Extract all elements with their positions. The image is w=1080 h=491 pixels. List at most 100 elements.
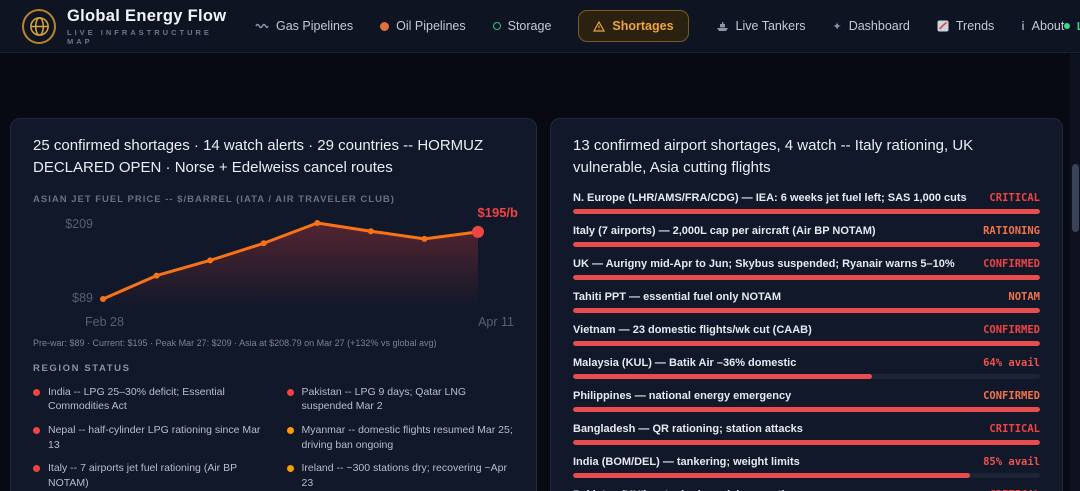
left-panel-headline: 25 confirmed shortages · 14 watch alerts… (33, 137, 484, 176)
shortage-status-badge: CRITICAL (989, 191, 1040, 204)
nav-item-live-tankers[interactable]: Live Tankers (716, 19, 805, 33)
region-status-item: Italy -- 7 airports jet fuel rationing (… (33, 461, 261, 490)
availability-bar-fill (573, 208, 1040, 214)
nav-item-shortages[interactable]: Shortages (578, 10, 689, 42)
shortage-row-label: UK — Aurigny mid-Apr to Jun; Skybus susp… (573, 257, 955, 270)
region-status-text: Ireland -- ~300 stations dry; recovering… (301, 462, 507, 489)
region-status-text: Italy -- 7 airports jet fuel rationing (… (48, 462, 237, 489)
live-status-indicator: LIVE (1064, 20, 1080, 33)
data-point-dot (314, 219, 321, 226)
availability-bar-fill (573, 439, 1040, 445)
availability-bar (573, 340, 1040, 346)
shortage-row: Italy (7 airports) — 2,000L cap per airc… (573, 225, 1040, 247)
critical-dot-icon (33, 465, 40, 473)
availability-bar (573, 208, 1040, 214)
y-min-label: $89 (72, 290, 93, 305)
region-status-text: Pakistan -- LPG 9 days; Qatar LNG suspen… (301, 385, 467, 413)
availability-bar-fill (573, 274, 1040, 280)
data-point-dot (100, 295, 106, 302)
availability-bar (573, 307, 1040, 313)
nav-item-dashboard[interactable]: ✦ Dashboard (832, 19, 910, 33)
chart-title: ASIAN JET FUEL PRICE -- $/BARREL (IATA /… (33, 193, 395, 205)
shortage-row-label: Malaysia (KUL) — Batik Air –36% domestic (573, 356, 797, 369)
availability-bar-fill (573, 472, 970, 478)
region-status-item: Myanmar -- domestic flights resumed Mar … (286, 423, 515, 452)
shortage-row: India (BOM/DEL) — tankering; weight limi… (573, 456, 1040, 478)
region-status-text: India -- LPG 25–30% deficit; Essential C… (48, 385, 225, 413)
shortage-row: N. Europe (LHR/AMS/FRA/CDG) — IEA: 6 wee… (573, 192, 1040, 214)
nav-item-oil-pipelines[interactable]: Oil Pipelines (380, 19, 466, 33)
scrollbar-track[interactable] (1070, 54, 1080, 491)
data-point-dot (367, 227, 374, 234)
airport-shortages-panel: 13 confirmed airport shortages, 4 watch … (550, 118, 1063, 491)
data-point-dot (421, 235, 428, 242)
region-status-list: India -- LPG 25–30% deficit; Essential C… (33, 385, 514, 491)
region-status-text: Nepal -- half-cylinder LPG rationing sin… (48, 423, 261, 451)
shortage-row: Vietnam — 23 domestic flights/wk cut (CA… (573, 324, 1040, 346)
chart-canvas (100, 219, 484, 308)
oil-dot-icon (380, 21, 390, 31)
brand: Global Energy Flow LIVE INFRASTRUCTURE M… (22, 7, 237, 46)
availability-bar (573, 472, 1040, 478)
shortage-status-badge: CRITICAL (989, 422, 1040, 435)
shortage-row-label: Vietnam — 23 domestic flights/wk cut (CA… (573, 323, 812, 336)
right-panel-headline: 13 confirmed airport shortages, 4 watch … (573, 137, 974, 176)
shortage-row-label: Italy (7 airports) — 2,000L cap per airc… (573, 224, 876, 237)
nav-menu: Gas Pipelines Oil Pipelines Storage Shor… (255, 10, 1064, 42)
watch-dot-icon (286, 465, 294, 473)
info-icon: i (1021, 19, 1025, 33)
availability-bar-fill (573, 373, 872, 379)
data-point-dot (260, 239, 267, 246)
jet-fuel-price-chart: $209 $89 $195/b (33, 205, 518, 313)
shortage-row-label: Tahiti PPT — essential fuel only NOTAM (573, 290, 782, 303)
shortage-row-label: Philippines — national energy emergency (573, 389, 792, 402)
availability-bar (573, 406, 1040, 412)
availability-bar-fill (573, 340, 1040, 346)
critical-dot-icon (33, 426, 40, 434)
shortage-row: Pakistan (KHI) — tankering advisory acti… (573, 489, 1040, 491)
nav-item-storage[interactable]: Storage (492, 19, 551, 33)
region-status-text: Myanmar -- domestic flights resumed Mar … (301, 423, 513, 451)
shortage-status-badge: RATIONING (983, 224, 1040, 237)
shortages-summary-panel: 25 confirmed shortages · 14 watch alerts… (10, 118, 537, 491)
region-status-item: Pakistan -- LPG 9 days; Qatar LNG suspen… (286, 385, 515, 414)
shortage-row: Philippines — national energy emergency C… (573, 390, 1040, 412)
globe-logo-icon (22, 8, 56, 44)
diamond-icon: ✦ (832, 20, 842, 33)
availability-bar (573, 274, 1040, 280)
trends-chart-icon (937, 20, 949, 32)
shortage-status-badge: 85% avail (983, 455, 1040, 468)
scrollbar-thumb[interactable] (1072, 164, 1079, 232)
ship-icon (716, 21, 729, 32)
data-point-dot (153, 272, 160, 279)
warning-triangle-icon (593, 20, 606, 32)
critical-dot-icon (33, 388, 40, 396)
nav-item-gas-pipelines[interactable]: Gas Pipelines (255, 19, 353, 33)
region-status-item: Ireland -- ~300 stations dry; recovering… (286, 461, 515, 490)
x-start-label: Feb 28 (85, 314, 124, 329)
app-title: Global Energy Flow (67, 6, 227, 25)
app-subtitle: LIVE INFRASTRUCTURE MAP (67, 27, 212, 46)
shortage-row-label: Pakistan (KHI) — tankering advisory acti… (573, 489, 797, 491)
top-nav-bar: Global Energy Flow LIVE INFRASTRUCTURE M… (0, 0, 1080, 53)
storage-ring-icon (492, 22, 501, 30)
nav-item-about[interactable]: i About (1021, 19, 1065, 33)
region-status-item: Nepal -- half-cylinder LPG rationing sin… (33, 423, 261, 452)
region-status-title: REGION STATUS (33, 362, 131, 374)
availability-bar (573, 373, 1040, 379)
shortage-status-badge: 64% avail (983, 356, 1040, 369)
shortage-row: UK — Aurigny mid-Apr to Jun; Skybus susp… (573, 258, 1040, 280)
shortage-row: Bangladesh — QR rationing; station attac… (573, 423, 1040, 445)
region-status-item: India -- LPG 25–30% deficit; Essential C… (33, 385, 261, 414)
chart-x-axis: Feb 28 Apr 11 (33, 315, 514, 329)
shortage-row: Malaysia (KUL) — Batik Air –36% domestic… (573, 357, 1040, 379)
current-price-dot (472, 225, 484, 238)
shortage-row-label: N. Europe (LHR/AMS/FRA/CDG) — IEA: 6 wee… (573, 191, 967, 204)
shortage-status-badge: CONFIRMED (983, 389, 1040, 402)
y-max-label: $209 (65, 216, 93, 231)
shortage-status-badge: CRITICAL (989, 489, 1040, 491)
live-dot-icon (1064, 23, 1071, 29)
availability-bar-fill (573, 241, 1040, 247)
critical-dot-icon (286, 388, 294, 396)
nav-item-trends[interactable]: Trends (937, 19, 994, 33)
